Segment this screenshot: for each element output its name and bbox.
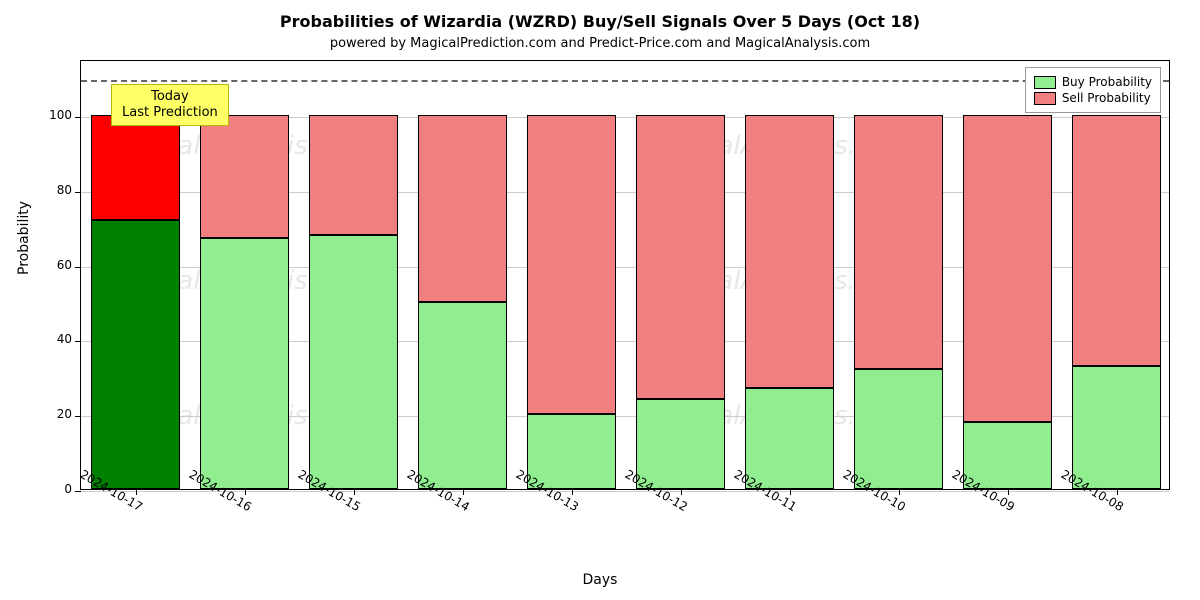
bar-slot xyxy=(854,59,943,489)
today-annotation-line1: Today xyxy=(122,89,218,105)
bar-sell xyxy=(200,115,289,238)
y-tick-label: 80 xyxy=(57,183,72,197)
y-tick-label: 40 xyxy=(57,332,72,346)
bar-slot xyxy=(309,59,398,489)
bar-sell xyxy=(418,115,507,302)
bar-buy xyxy=(200,238,289,489)
legend-label-buy: Buy Probability xyxy=(1062,75,1152,89)
bar-sell xyxy=(527,115,616,414)
chart-title: Probabilities of Wizardia (WZRD) Buy/Sel… xyxy=(0,12,1200,31)
legend: Buy Probability Sell Probability xyxy=(1025,67,1161,113)
y-tick-label: 0 xyxy=(64,482,72,496)
bar-slot xyxy=(636,59,725,489)
bars-area xyxy=(81,61,1169,489)
legend-item-sell: Sell Probability xyxy=(1034,91,1152,105)
bar-buy xyxy=(418,302,507,489)
plot-area: MagicalAnalysis.com MagicalAnalysis.com … xyxy=(80,60,1170,490)
y-tick-label: 20 xyxy=(57,407,72,421)
today-annotation: Today Last Prediction xyxy=(111,84,229,127)
bar-buy xyxy=(854,369,943,489)
bar-sell xyxy=(636,115,725,399)
bar-slot xyxy=(1072,59,1161,489)
bar-sell xyxy=(963,115,1052,422)
bar-buy xyxy=(91,220,180,489)
legend-label-sell: Sell Probability xyxy=(1062,91,1151,105)
bar-sell xyxy=(91,115,180,220)
bar-buy xyxy=(309,235,398,489)
bar-sell xyxy=(309,115,398,235)
y-axis-label: Probability xyxy=(16,201,32,275)
chart-subtitle: powered by MagicalPrediction.com and Pre… xyxy=(0,36,1200,51)
bar-buy xyxy=(745,388,834,489)
bar-buy xyxy=(1072,366,1161,489)
legend-swatch-sell xyxy=(1034,92,1056,105)
y-tick-label: 60 xyxy=(57,258,72,272)
bar-slot xyxy=(963,59,1052,489)
bar-slot xyxy=(745,59,834,489)
bar-sell xyxy=(854,115,943,369)
bar-slot xyxy=(527,59,616,489)
legend-item-buy: Buy Probability xyxy=(1034,75,1152,89)
y-tick-label: 100 xyxy=(49,108,72,122)
chart-container: Probabilities of Wizardia (WZRD) Buy/Sel… xyxy=(0,0,1200,600)
bar-sell xyxy=(745,115,834,388)
bar-buy xyxy=(636,399,725,489)
legend-swatch-buy xyxy=(1034,76,1056,89)
today-annotation-line2: Last Prediction xyxy=(122,105,218,121)
bar-sell xyxy=(1072,115,1161,366)
bar-slot xyxy=(418,59,507,489)
x-axis-label: Days xyxy=(0,572,1200,588)
